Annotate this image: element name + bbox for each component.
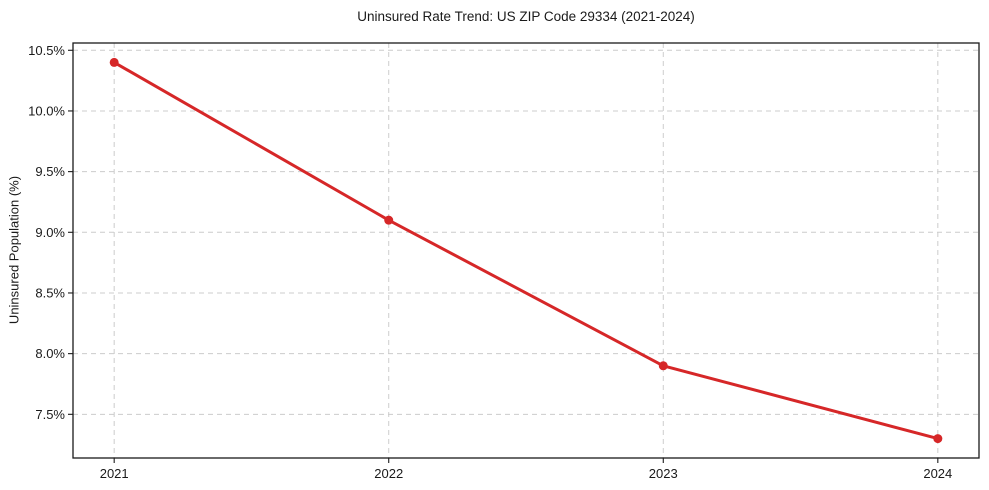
y-axis-label: Uninsured Population (%) (6, 175, 22, 325)
axes-spines (72, 42, 980, 459)
y-tick-label: 10.5% (28, 43, 65, 58)
data-point-marker (658, 361, 668, 371)
data-line (112, 60, 940, 441)
y-tick-label: 9.5% (35, 164, 65, 179)
y-tick-label: 8.0% (35, 346, 65, 361)
y-tick-label: 10.0% (28, 103, 65, 118)
y-tick-label: 7.5% (35, 407, 65, 422)
data-point-marker (384, 215, 394, 225)
data-point-marker (109, 57, 119, 67)
x-tick-label: 2021 (100, 466, 129, 481)
x-tick-label: 2022 (374, 466, 403, 481)
data-point-marker (933, 434, 943, 444)
x-tick-label: 2024 (923, 466, 952, 481)
y-tick-label: 8.5% (35, 285, 65, 300)
chart-title: Uninsured Rate Trend: US ZIP Code 29334 … (357, 9, 695, 24)
y-tick-label: 9.0% (35, 225, 65, 240)
x-tick-label: 2023 (649, 466, 678, 481)
